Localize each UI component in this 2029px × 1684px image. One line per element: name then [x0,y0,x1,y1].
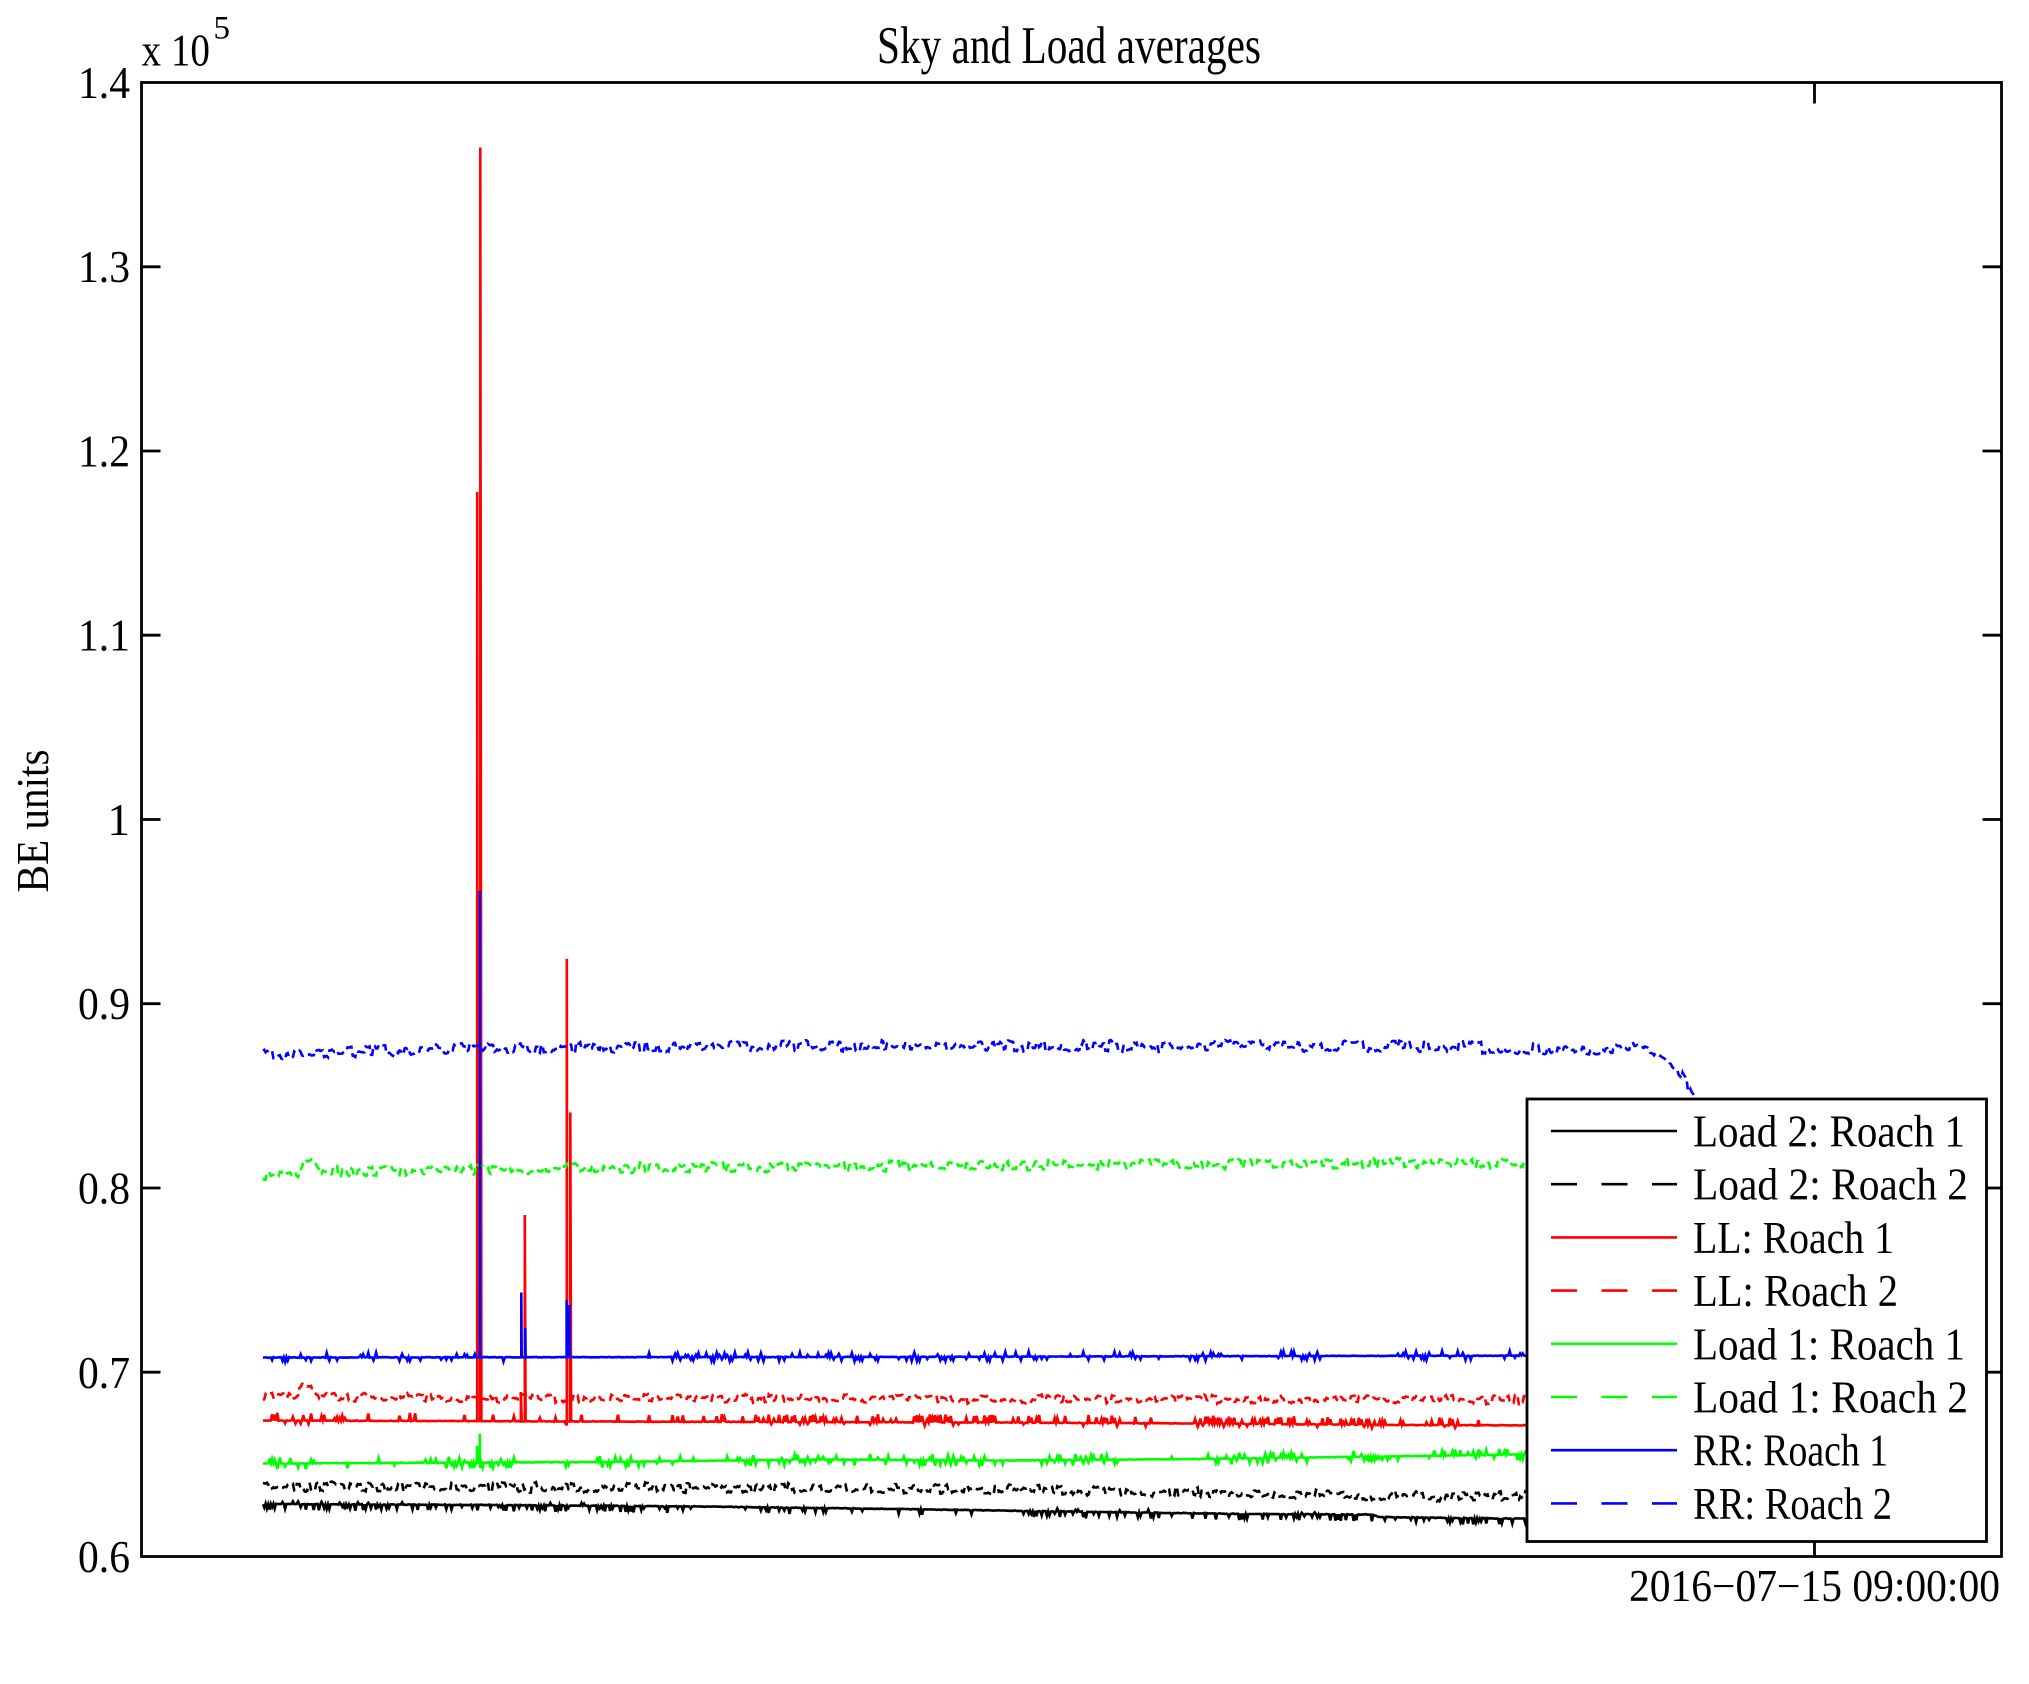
svg-text:LL: Roach 1: LL: Roach 1 [1693,1213,1894,1263]
svg-text:Load 2: Roach 1: Load 2: Roach 1 [1693,1107,1965,1157]
svg-text:1.4: 1.4 [78,58,130,108]
svg-text:0.9: 0.9 [78,979,130,1029]
svg-text:1.2: 1.2 [78,427,130,477]
svg-text:BE units: BE units [8,750,58,893]
svg-text:Load 1: Roach 1: Load 1: Roach 1 [1693,1319,1965,1369]
svg-text:1.1: 1.1 [78,611,130,661]
svg-text:RR: Roach 2: RR: Roach 2 [1693,1479,1892,1529]
svg-text:RR: Roach 1: RR: Roach 1 [1693,1426,1888,1476]
svg-text:Load 1: Roach 2: Load 1: Roach 2 [1693,1373,1968,1423]
svg-text:LL: Roach 2: LL: Roach 2 [1693,1266,1898,1316]
svg-text:Sky and Load averages: Sky and Load averages [877,17,1261,75]
svg-text:0.7: 0.7 [78,1348,130,1398]
svg-text:2016−07−15 09:00:00: 2016−07−15 09:00:00 [1629,1561,2000,1611]
svg-text:Load 2: Roach 2: Load 2: Roach 2 [1693,1160,1968,1210]
svg-text:x 10: x 10 [142,26,211,76]
svg-text:0.8: 0.8 [78,1164,130,1214]
svg-text:1.3: 1.3 [78,242,130,292]
svg-text:5: 5 [214,11,231,47]
svg-text:0.6: 0.6 [78,1532,130,1582]
svg-text:1: 1 [108,795,131,845]
